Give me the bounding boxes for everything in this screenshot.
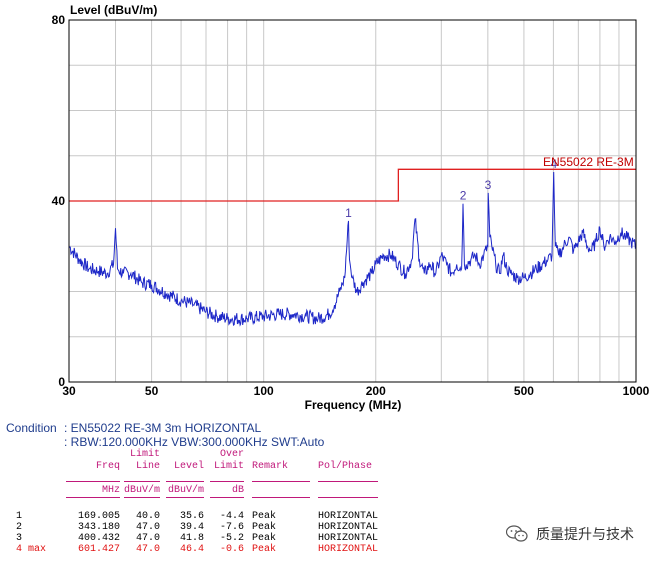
watermark-text: 质量提升与技术: [536, 527, 634, 543]
table-header: Freq: [95, 461, 120, 472]
table-header-rule: [166, 497, 204, 498]
table-header-rule: [318, 481, 378, 482]
table-cell-id: 1: [16, 511, 23, 522]
x-tick-label: 30: [62, 384, 76, 398]
limit-line-label: EN55022 RE-3M: [543, 155, 634, 169]
emission-chart: 1 2 3 4 0 40 80 30 50 100 200 500 1000 Level (dBuV/…: [52, 3, 650, 412]
table-header-rule: [166, 481, 204, 482]
table-cell-over: -7.6: [219, 522, 244, 533]
table-cell-level: 39.4: [179, 522, 204, 533]
table-header-top: Limit: [129, 449, 160, 460]
table-cell-freq: 601.427: [77, 544, 120, 555]
table-header: Limit: [213, 461, 244, 472]
emission-trace: [68, 171, 637, 327]
x-tick-label: 100: [254, 384, 274, 398]
table-cell-remark: Peak: [252, 533, 277, 544]
y-axis-label: Level (dBuV/m): [70, 3, 157, 17]
table-header-unit: dBuV/m: [167, 485, 204, 496]
table-cell-over: -5.2: [219, 533, 244, 544]
table-header-rule: [252, 481, 310, 482]
table-header-rule: [210, 481, 244, 482]
y-tick-label: 40: [52, 194, 66, 208]
table-header-rule: [210, 497, 244, 498]
table-cell-level: 46.4: [179, 544, 204, 555]
table-cell-over: -4.4: [219, 511, 244, 522]
peak-marker-label: 1: [345, 206, 352, 220]
table-cell-limit: 47.0: [135, 533, 160, 544]
table-cell-limit: 47.0: [135, 522, 160, 533]
table-header-rule: [252, 497, 310, 498]
y-tick-label: 0: [58, 375, 65, 389]
table-header-rule: [318, 497, 378, 498]
table-cell-freq: 343.180: [77, 522, 120, 533]
x-tick-label: 50: [145, 384, 159, 398]
x-tick-label: 1000: [623, 384, 650, 398]
table-cell-over: -0.6: [219, 544, 244, 555]
x-axis-label: Frequency (MHz): [305, 398, 402, 412]
table-cell-freq: 169.005: [77, 511, 120, 522]
table-cell-remark: Peak: [252, 511, 277, 522]
limit-line-path: [69, 168, 636, 202]
table-header-unit: MHz: [101, 485, 120, 496]
table-header: Line: [135, 461, 160, 472]
table-cell-id: 2: [16, 522, 23, 533]
peak-markers: 1 2 3 4: [345, 157, 557, 220]
table-cell-remark: Peak: [252, 522, 277, 533]
plot-frame: [68, 19, 637, 383]
table-cell-limit: 40.0: [135, 511, 160, 522]
peak-marker-label: 3: [485, 178, 492, 192]
table-cell-level: 35.6: [179, 511, 204, 522]
table-cell-level: 41.8: [179, 533, 204, 544]
table-header: Remark: [252, 461, 289, 472]
x-tick-label: 500: [514, 384, 534, 398]
table-cell-pol: HORIZONTAL: [318, 522, 379, 533]
table-cell-id: 4 max: [16, 544, 47, 555]
table-cell-remark: Peak: [252, 544, 277, 555]
peak-marker-label: 2: [460, 189, 467, 203]
watermark: 质量提升与技术: [506, 524, 634, 544]
table-header-rule: [66, 497, 120, 498]
table-cell-limit: 47.0: [135, 544, 160, 555]
x-tick-label: 200: [366, 384, 386, 398]
table-cell-id: 3: [16, 533, 23, 544]
y-tick-label: 80: [52, 13, 66, 27]
condition-line-2: : RBW:120.000KHz VBW:300.000KHz SWT:Auto: [64, 435, 325, 449]
limit-line: [69, 168, 636, 202]
table-header-rule: [124, 497, 160, 498]
table-header-rule: [124, 481, 160, 482]
table-header-unit: dB: [231, 485, 244, 496]
peak-marker-label: 4: [550, 157, 557, 171]
table-cell-pol: HORIZONTAL: [318, 511, 379, 522]
table-header: Pol/Phase: [318, 461, 373, 472]
table-cell-freq: 400.432: [77, 533, 120, 544]
table-header: Level: [173, 461, 204, 472]
table-cell-pol: HORIZONTAL: [318, 544, 379, 555]
condition-label: Condition: [6, 421, 57, 435]
table-header-rule: [66, 481, 120, 482]
table-header-top: Over: [219, 449, 244, 460]
table-cell-pol: HORIZONTAL: [318, 533, 379, 544]
chart-axes: 0 40 80 30 50 100 200 500 1000: [52, 13, 650, 398]
condition-line-1: : EN55022 RE-3M 3m HORIZONTAL: [64, 421, 262, 435]
chat-bubble-icon: [506, 525, 528, 542]
table-header-unit: dBuV/m: [124, 485, 161, 496]
